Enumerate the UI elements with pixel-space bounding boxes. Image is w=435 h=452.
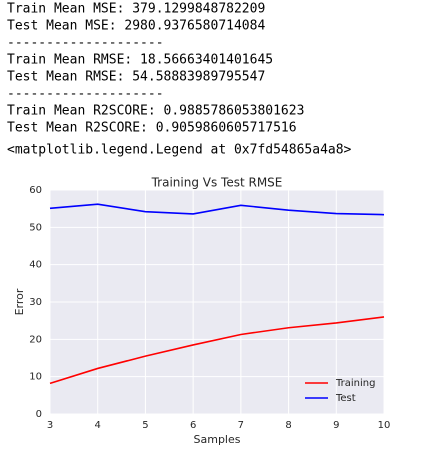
y-tick-label: 0	[36, 409, 42, 420]
x-tick-label: 4	[95, 420, 101, 431]
x-tick-label: 7	[238, 420, 244, 431]
output-line: --------------------	[7, 87, 164, 102]
line-series	[49, 203, 385, 216]
output-line: Test Mean MSE: 2980.9376580714084	[7, 19, 265, 34]
y-tick-label: 20	[29, 334, 42, 345]
x-axis-label: Samples	[194, 433, 241, 446]
y-tick-label: 50	[29, 222, 42, 233]
x-tick-label: 3	[47, 420, 53, 431]
y-tick-label: 30	[29, 297, 42, 308]
output-line: Test Mean R2SCORE: 0.9059860605717516	[7, 121, 297, 136]
output-line: <matplotlib.legend.Legend at 0x7fd54865a…	[7, 143, 352, 158]
y-tick-label: 40	[29, 260, 42, 271]
output-line: Test Mean RMSE: 54.58883989795547	[7, 70, 265, 85]
chart-title: Training Vs Test RMSE	[151, 176, 283, 190]
x-tick-label: 6	[190, 420, 196, 431]
y-axis-label: Error	[13, 288, 26, 315]
x-tick-label: 10	[378, 420, 391, 431]
legend-label: Training	[335, 378, 375, 389]
x-tick-label: 5	[142, 420, 148, 431]
output-line: Train Mean R2SCORE: 0.9885786053801623	[7, 104, 304, 119]
legend-label: Test	[335, 393, 356, 404]
y-tick-label: 60	[29, 185, 42, 196]
x-tick-label: 9	[333, 420, 339, 431]
output-line: --------------------	[7, 36, 164, 51]
x-tick-label: 8	[285, 420, 291, 431]
output-line: Train Mean RMSE: 18.56663401401645	[7, 53, 273, 68]
y-tick-label: 10	[29, 372, 42, 383]
output-line: Train Mean MSE: 379.1299848782209	[7, 2, 265, 17]
line-series	[49, 316, 385, 385]
